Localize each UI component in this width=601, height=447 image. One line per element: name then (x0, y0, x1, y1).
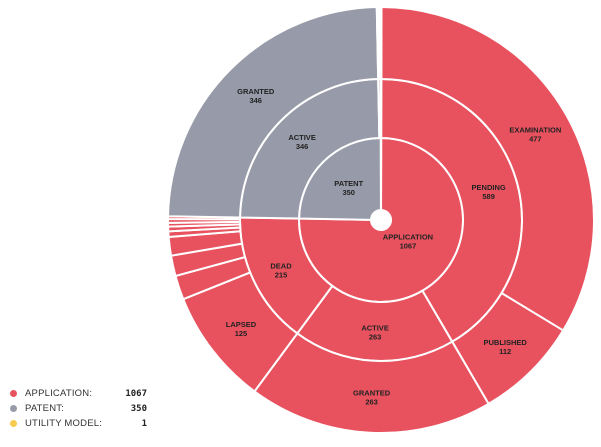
segment-label: PATENT 350 (334, 179, 363, 197)
segment-granted-d2[interactable] (167, 6, 380, 219)
segment-label: APPLICATION 1067 (383, 233, 433, 251)
segment-label: ACTIVE 346 (288, 133, 316, 151)
segment-label: LAPSED 125 (226, 320, 257, 338)
segment-label: PENDING 589 (472, 183, 506, 201)
legend-item-application[interactable]: APPLICATION: 1067 (10, 386, 147, 401)
legend-value: 1067 (125, 388, 147, 399)
chart-legend: APPLICATION: 1067 PATENT: 350 UTILITY MO… (10, 386, 147, 431)
legend-item-patent[interactable]: PATENT: 350 (10, 401, 147, 416)
legend-value: 1 (141, 418, 147, 429)
legend-item-utility-model[interactable]: UTILITY MODEL: 1 (10, 416, 147, 431)
segment-label: PUBLISHED 112 (484, 338, 528, 356)
segment-label: EXAMINATION 477 (509, 125, 561, 143)
segment-label: GRANTED 263 (353, 389, 391, 407)
legend-value: 350 (130, 403, 147, 414)
segment-unlabeled-d2[interactable] (379, 5, 383, 81)
center-hole (371, 210, 391, 230)
legend-label: APPLICATION: (25, 388, 93, 399)
segment-label: GRANTED 346 (237, 87, 275, 105)
segment-label: ACTIVE 263 (361, 323, 389, 341)
legend-dot-utility-model (10, 420, 17, 427)
legend-dot-application (10, 390, 17, 397)
segment-unlabeled-d1[interactable] (379, 77, 383, 140)
legend-label: PATENT: (25, 403, 65, 414)
legend-label: UTILITY MODEL: (25, 418, 103, 429)
legend-dot-patent (10, 405, 17, 412)
segment-examination-d2[interactable] (380, 5, 595, 332)
segment-label: DEAD 215 (270, 261, 292, 279)
